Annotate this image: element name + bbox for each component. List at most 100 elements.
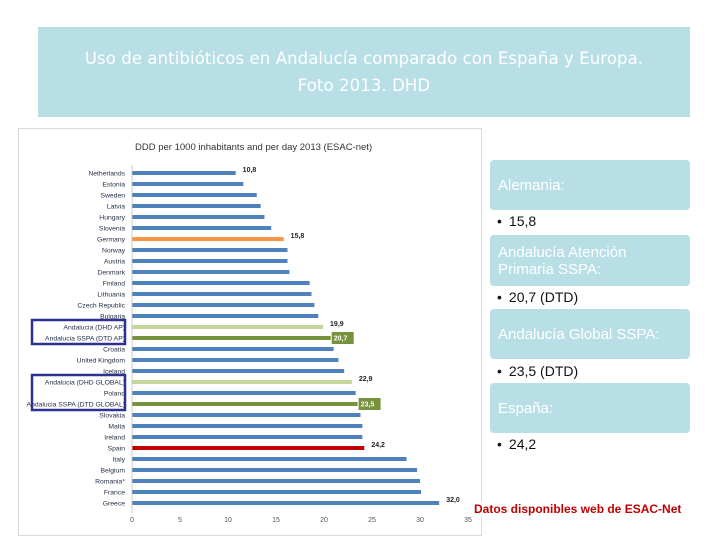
x-tick-label-4: 20 bbox=[320, 517, 328, 524]
category-label-3: Latvia bbox=[107, 204, 125, 211]
highlight-box-0 bbox=[30, 318, 127, 346]
bar-11 bbox=[132, 292, 312, 296]
bar-24 bbox=[132, 435, 363, 439]
category-label-9: Denmark bbox=[97, 270, 125, 277]
card-germany-label: Alemania: bbox=[498, 176, 565, 194]
bullet-spain: • 24,2 bbox=[497, 436, 537, 452]
card-andalucia-global: Andalucía Global SSPA: bbox=[490, 309, 690, 359]
bar-16 bbox=[132, 347, 334, 351]
bullet-spain-value: 24,2 bbox=[508, 436, 537, 452]
value-label-19: 22,9 bbox=[359, 376, 373, 383]
title-box: Uso de antibióticos en Andalucía compara… bbox=[38, 27, 690, 117]
category-label-14: Andalucia (DHD AP) bbox=[63, 325, 125, 332]
bar-23 bbox=[132, 424, 363, 428]
card-spain-label: España: bbox=[498, 399, 554, 417]
bullet-germany-value: 15,8 bbox=[508, 213, 537, 229]
value-label-bg-21 bbox=[358, 398, 381, 410]
category-label-12: Czech Republic bbox=[77, 303, 125, 310]
category-label-22: Slovakia bbox=[99, 413, 125, 420]
bar-13 bbox=[132, 314, 319, 318]
x-tick-label-3: 15 bbox=[272, 517, 280, 524]
category-label-26: Italy bbox=[113, 457, 126, 464]
x-tick-label-6: 30 bbox=[416, 517, 424, 524]
bullet-andalucia-global-value: 23,5 (DTD) bbox=[508, 363, 579, 379]
bar-30 bbox=[132, 501, 440, 505]
category-label-18: Iceland bbox=[103, 369, 125, 376]
bar-chart: DDD per 1000 inhabitants and per day 201… bbox=[27, 142, 472, 524]
category-label-16: Croatia bbox=[103, 347, 125, 354]
card-andalucia-global-label: Andalucía Global SSPA: bbox=[498, 325, 660, 343]
bar-12 bbox=[132, 303, 315, 307]
value-label-15: 20,7 bbox=[334, 336, 348, 343]
card-spain: España: bbox=[490, 383, 690, 433]
category-label-4: Hungary bbox=[99, 215, 125, 222]
bar-26 bbox=[132, 457, 407, 461]
chart-frame: DDD per 1000 inhabitants and per day 201… bbox=[18, 128, 482, 536]
bar-19 bbox=[132, 380, 352, 384]
bullet-andalucia-ap: • 20,7 (DTD) bbox=[497, 289, 579, 305]
category-label-5: Slovenia bbox=[99, 226, 125, 233]
category-label-30: Greece bbox=[103, 501, 126, 508]
value-label-30: 32,0 bbox=[446, 497, 460, 504]
bar-18 bbox=[132, 369, 345, 373]
slide-title: Uso de antibióticos en Andalucía compara… bbox=[85, 45, 643, 99]
bar-17 bbox=[132, 358, 339, 362]
highlight-box-1 bbox=[30, 373, 127, 412]
category-label-13: Bulgaria bbox=[100, 314, 125, 321]
x-tick-label-1: 5 bbox=[178, 517, 182, 524]
bar-3 bbox=[132, 204, 261, 208]
value-label-14: 19,9 bbox=[330, 321, 344, 328]
bar-20 bbox=[132, 391, 356, 395]
x-tick-label-0: 0 bbox=[130, 517, 134, 524]
bar-8 bbox=[132, 259, 288, 263]
value-label-21: 23,5 bbox=[361, 402, 375, 409]
category-label-10: Finland bbox=[103, 281, 126, 288]
bar-14 bbox=[132, 325, 324, 329]
category-label-1: Estonia bbox=[102, 182, 125, 189]
category-label-11: Lithuania bbox=[97, 292, 125, 299]
bar-9 bbox=[132, 270, 290, 274]
card-andalucia-ap-label: Andalucía Atención Primaria SSPA: bbox=[498, 243, 627, 278]
card-germany: Alemania: bbox=[490, 160, 690, 210]
category-label-23: Malta bbox=[108, 424, 125, 431]
category-label-24: Ireland bbox=[104, 435, 125, 442]
bar-10 bbox=[132, 281, 310, 285]
category-label-8: Austria bbox=[104, 259, 125, 266]
x-tick-label-7: 35 bbox=[464, 517, 472, 524]
category-label-20: Poland bbox=[104, 391, 125, 398]
chart-title: DDD per 1000 inhabitants and per day 201… bbox=[135, 142, 372, 153]
card-andalucia-ap: Andalucía Atención Primaria SSPA: bbox=[490, 235, 690, 286]
footer-note: Datos disponibles web de ESAC-Net bbox=[470, 502, 686, 516]
bar-22 bbox=[132, 413, 361, 417]
slide-title-line2: Foto 2013. DHD bbox=[297, 76, 431, 95]
bar-5 bbox=[132, 226, 272, 230]
category-label-15: Andalucia SSPA (DTD AP) bbox=[45, 336, 125, 343]
bar-25 bbox=[132, 446, 365, 450]
category-label-7: Norway bbox=[102, 248, 126, 255]
bar-4 bbox=[132, 215, 265, 219]
bar-29 bbox=[132, 490, 421, 494]
category-label-27: Belgium bbox=[100, 468, 125, 475]
x-tick-label-5: 25 bbox=[368, 517, 376, 524]
category-label-2: Sweden bbox=[100, 193, 125, 200]
value-label-6: 15,8 bbox=[291, 233, 305, 240]
category-label-25: Spain bbox=[108, 446, 126, 453]
category-label-28: Romania* bbox=[95, 479, 125, 486]
value-label-25: 24,2 bbox=[371, 442, 385, 449]
bar-15 bbox=[132, 336, 331, 340]
slide-title-line1: Uso de antibióticos en Andalucía compara… bbox=[84, 49, 644, 68]
category-label-17: United Kingdom bbox=[77, 358, 126, 365]
value-label-0: 10,8 bbox=[243, 167, 257, 174]
category-label-0: Netherlands bbox=[88, 171, 125, 178]
x-tick-label-2: 10 bbox=[224, 517, 232, 524]
bar-7 bbox=[132, 248, 288, 252]
bullet-andalucia-ap-value: 20,7 (DTD) bbox=[508, 289, 579, 305]
bar-6 bbox=[132, 237, 284, 241]
value-label-bg-15 bbox=[331, 332, 354, 344]
category-label-21: Andalucia SSPA (DTD GLOBAL) bbox=[27, 402, 125, 409]
category-label-6: Germany bbox=[97, 237, 126, 244]
bar-27 bbox=[132, 468, 418, 472]
bar-2 bbox=[132, 193, 257, 197]
bullet-andalucia-global: • 23,5 (DTD) bbox=[497, 363, 579, 379]
bullet-germany: • 15,8 bbox=[497, 213, 537, 229]
